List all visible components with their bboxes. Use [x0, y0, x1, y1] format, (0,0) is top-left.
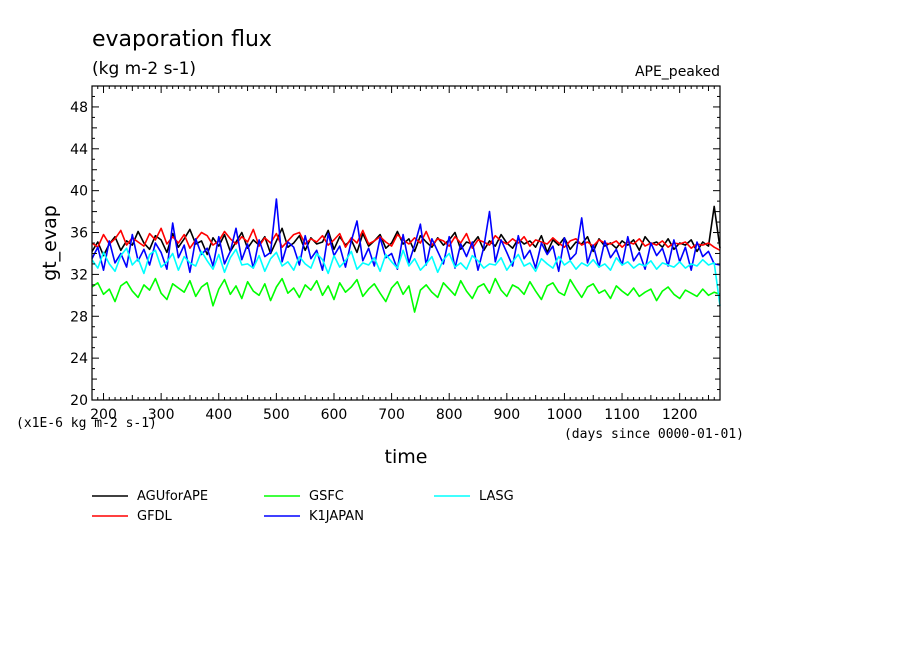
x-axis-label: time: [385, 446, 428, 468]
x-tick-label: 1000: [547, 407, 583, 423]
legend-label-gfdl: GFDL: [137, 509, 173, 524]
x-tick-label: 900: [493, 407, 520, 423]
y-tick-label: 48: [70, 100, 88, 116]
x-tick-label: 600: [321, 407, 348, 423]
x-tick-label: 200: [90, 407, 117, 423]
x-tick-label: 800: [436, 407, 463, 423]
y-axis-label: gt_evap: [39, 205, 61, 281]
x-tick-label: 500: [263, 407, 290, 423]
y-tick-label: 40: [70, 184, 88, 200]
plot-series-group: [91, 198, 721, 313]
series-line-gfdl: [91, 227, 721, 252]
y-tick-label: 44: [70, 142, 88, 158]
x-tick-label: 400: [205, 407, 232, 423]
y-tick-label: 28: [70, 309, 88, 325]
legend-label-gsfc: GSFC: [309, 489, 344, 504]
y-tick-label: 24: [70, 351, 88, 367]
series-line-gsfc: [91, 277, 721, 313]
x-tick-label: 700: [378, 407, 405, 423]
legend-label-aguforape: AGUforAPE: [137, 489, 208, 504]
y-tick-label: 20: [70, 393, 88, 409]
legend: AGUforAPE GFDL GSFC K1JAPAN LASG: [92, 489, 514, 524]
x-unit-note: (days since 0000-01-01): [564, 427, 744, 442]
x-tick-label: 1200: [662, 407, 698, 423]
legend-label-lasg: LASG: [479, 489, 514, 504]
y-unit-note: (x1E-6 kg m-2 s-1): [16, 416, 157, 431]
series-line-k1japan: [91, 198, 721, 274]
x-tick-label: 1100: [604, 407, 640, 423]
x-tick-label: 300: [148, 407, 175, 423]
series-line-lasg: [91, 247, 721, 306]
y-tick-label: 32: [70, 267, 88, 283]
chart-title: evaporation flux: [92, 27, 272, 52]
axis-ticks-group: 200 300 400 500 600 700 800 900 1000 1100 1200 20 24…: [70, 85, 720, 423]
case-label: APE_peaked: [635, 64, 720, 80]
y-tick-label: 36: [70, 226, 88, 242]
chart-subtitle: (kg m-2 s-1): [92, 59, 196, 79]
legend-label-k1japan: K1JAPAN: [309, 509, 364, 524]
